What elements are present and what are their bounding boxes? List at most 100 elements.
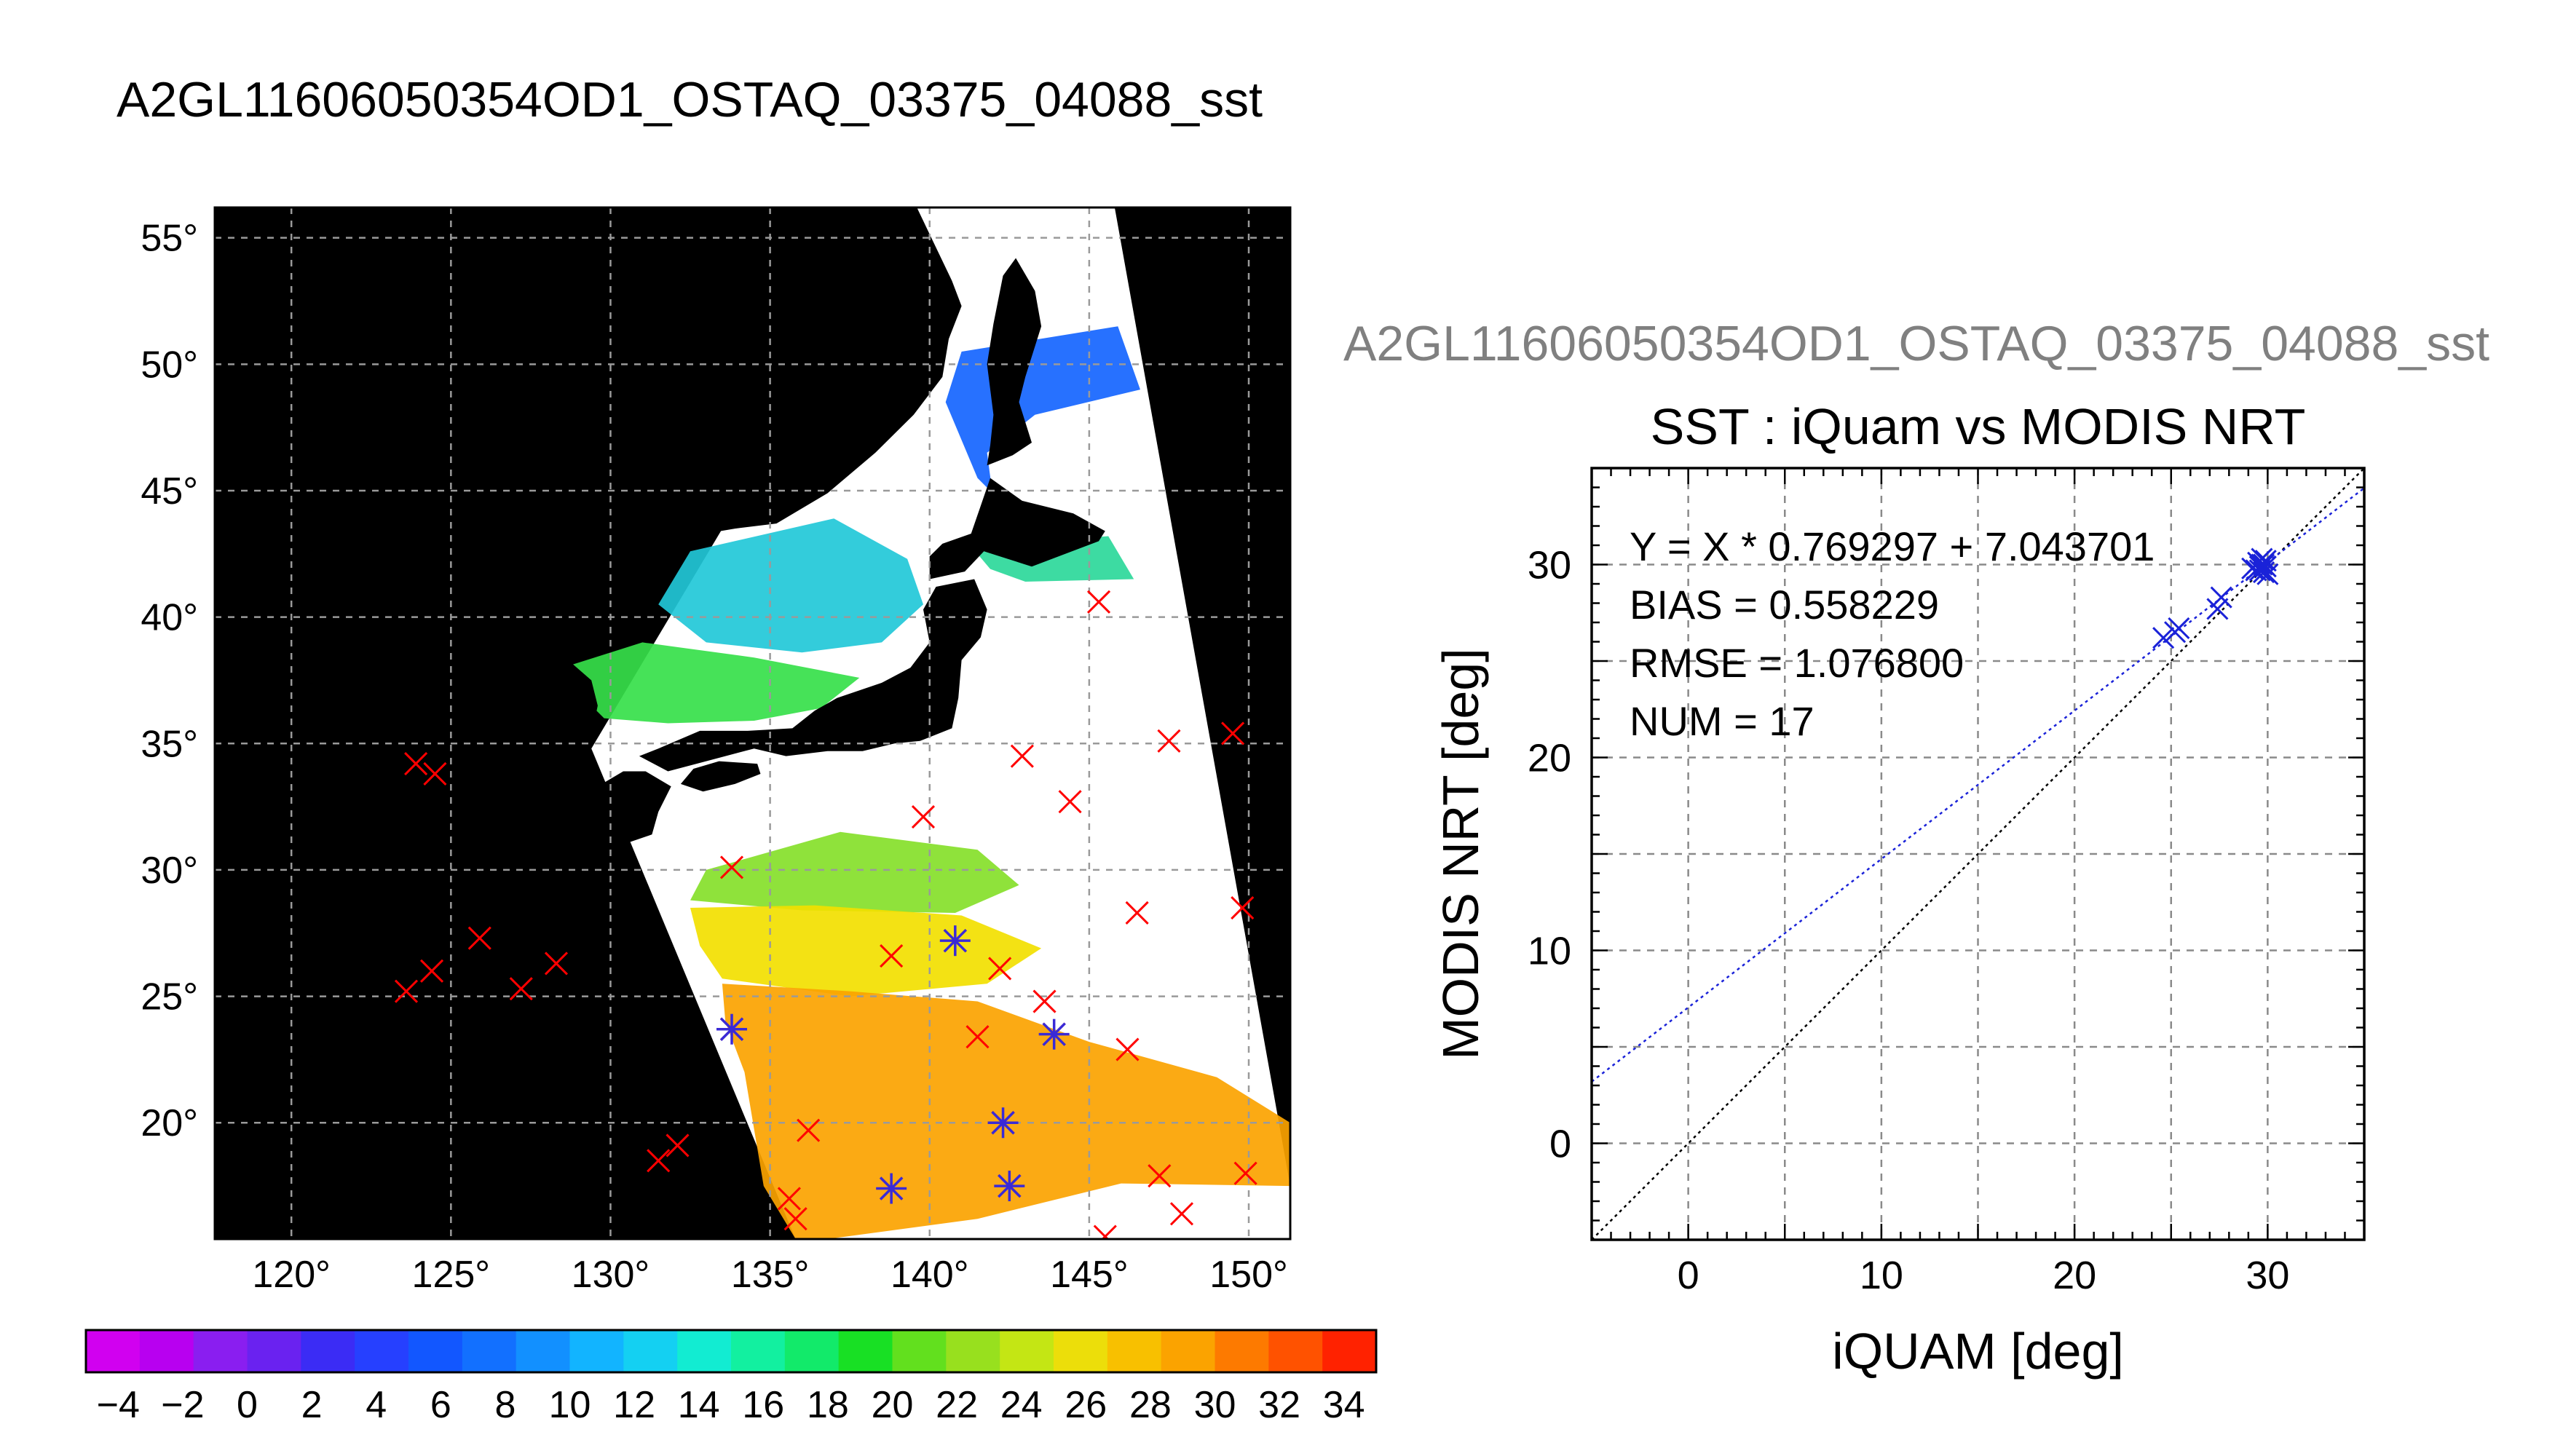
scatter-point xyxy=(2210,586,2232,609)
scatter-point-stroke-b xyxy=(2206,598,2229,620)
iquam-point-marker xyxy=(394,979,419,1003)
colorbar-tick-label: 2 xyxy=(301,1384,323,1426)
colorbar-segment xyxy=(462,1330,517,1372)
land-shikoku xyxy=(680,761,761,792)
map-lat-tick-label: 45° xyxy=(141,470,198,513)
scatter-point xyxy=(2251,553,2273,576)
iquam-point-marker xyxy=(783,1207,807,1231)
y-tick-label: 30 xyxy=(1528,544,1571,587)
iquam-point-marker xyxy=(1148,1164,1172,1188)
matched-marker-cross xyxy=(998,1174,1022,1198)
colorbar-tick-label: 10 xyxy=(549,1384,591,1426)
colorbar-tick-label: 26 xyxy=(1065,1384,1107,1426)
map-lon-tick-label: 145° xyxy=(1050,1254,1129,1296)
colorbar-segment xyxy=(355,1330,409,1372)
stats-annotation: NUM = 17 xyxy=(1630,698,1814,744)
colorbar-segment xyxy=(892,1330,947,1372)
iquam-point-marker xyxy=(419,959,444,983)
map-lon-tick-label: 120° xyxy=(252,1254,331,1296)
scatter-point xyxy=(2254,555,2277,578)
main-title: A2GL11606050354OD1_OSTAQ_03375_04088_sst xyxy=(117,72,1263,127)
plot-frame xyxy=(1590,467,2366,1241)
iquam-point-marker-stroke-b xyxy=(777,1187,801,1211)
colorbar-tick-label: 30 xyxy=(1194,1384,1236,1426)
scatter-point xyxy=(2168,617,2190,640)
iquam-point-marker xyxy=(1086,590,1111,614)
land-kyushu xyxy=(597,771,671,842)
sst-band-japan-sea-north xyxy=(658,518,923,653)
iquam-point-marker-stroke-b xyxy=(419,959,444,983)
colorbar-segment xyxy=(1000,1330,1054,1372)
colorbar-segment xyxy=(677,1330,732,1372)
iquam-point-marker-stroke-b xyxy=(965,1025,990,1049)
iquam-point-marker xyxy=(467,926,491,950)
iquam-point-marker xyxy=(1010,744,1034,768)
colorbar-segment xyxy=(1107,1330,1162,1372)
matched-point-marker xyxy=(939,925,971,957)
matched-marker-cross xyxy=(991,1111,1015,1135)
matched-marker-cross-stroke-b xyxy=(1042,1022,1066,1046)
scatter-point-stroke-b xyxy=(2168,617,2190,640)
iquam-point-marker-stroke-b xyxy=(1221,721,1245,745)
map-lat-tick-label: 25° xyxy=(141,976,198,1018)
one-to-one-line xyxy=(1592,468,2364,1240)
colorbar-frame xyxy=(84,1329,1378,1374)
sst-band-japan-sea-south xyxy=(562,642,860,724)
map-lat-tick-label: 20° xyxy=(141,1102,198,1144)
colorbar-segment xyxy=(1322,1330,1377,1372)
colorbar-segment xyxy=(784,1330,840,1372)
colorbar-tick-label: 18 xyxy=(807,1384,849,1426)
map-frame xyxy=(213,206,1292,1241)
colorbar-segment xyxy=(569,1330,624,1372)
matched-marker-cross-stroke-b xyxy=(998,1174,1022,1198)
iquam-point-marker-stroke-b xyxy=(544,951,569,976)
colorbar-segment xyxy=(139,1330,194,1372)
colorbar-tick-label: 24 xyxy=(1000,1384,1043,1426)
colorbar-segment xyxy=(1054,1330,1108,1372)
map-content xyxy=(215,207,1290,1239)
colorbar-segment xyxy=(301,1330,355,1372)
scatter-point xyxy=(2152,627,2175,649)
iquam-point-marker xyxy=(719,855,744,879)
x-axis-label: iQUAM [deg] xyxy=(1832,1323,2124,1380)
map-lat-tick-label: 50° xyxy=(141,344,198,386)
scatter-plot-panel: 0 10 20 30 0 10 20 30 SST : iQuam vs MODIS NRT iQ… xyxy=(1432,398,2366,1380)
colorbar-tick-label: 6 xyxy=(430,1384,451,1426)
iquam-point-marker xyxy=(1093,1224,1117,1239)
iquam-point-marker xyxy=(965,1025,990,1049)
iquam-point-marker-stroke-b xyxy=(719,855,744,879)
matched-point-marker xyxy=(994,1171,1025,1202)
iquam-point-marker-stroke-b xyxy=(1125,901,1149,925)
iquam-point-marker-stroke-b xyxy=(783,1207,807,1231)
sst-colorbar: −4 −2 0 2 4 6 8 10 12 14 16 18 20 22 24 26 28 30 32 34 xyxy=(84,1329,1378,1426)
iquam-point-marker-stroke-b xyxy=(1169,1202,1194,1226)
iquam-point-marker-stroke-b xyxy=(1115,1037,1140,1061)
right-panel-title: A2GL11606050354OD1_OSTAQ_03375_04088_sst xyxy=(1343,316,2489,371)
map-lat-tick-label: 55° xyxy=(141,218,198,260)
colorbar-segment xyxy=(946,1330,1000,1372)
iquam-point-marker-stroke-b xyxy=(394,979,419,1003)
iquam-point-marker-stroke-b xyxy=(423,761,447,786)
scatter-point-stroke-b xyxy=(2256,563,2279,585)
iquam-point-marker-stroke-b xyxy=(1058,790,1082,814)
colorbar-tick-label: 8 xyxy=(494,1384,516,1426)
map-lon-tick-label: 135° xyxy=(731,1254,810,1296)
map-lat-tick-label: 30° xyxy=(141,850,198,892)
matched-marker-cross-stroke-b xyxy=(991,1111,1015,1135)
matched-point-marker xyxy=(1038,1018,1070,1050)
iquam-point-marker xyxy=(1169,1202,1194,1226)
map-lon-tick-label: 140° xyxy=(891,1254,969,1296)
regression-line xyxy=(1592,487,2364,1083)
colorbar-tick-label: 34 xyxy=(1323,1384,1365,1426)
colorbar-segment xyxy=(408,1330,463,1372)
y-tick-label: 0 xyxy=(1549,1123,1571,1166)
iquam-point-marker-stroke-b xyxy=(1086,590,1111,614)
colorbar-segment xyxy=(516,1330,571,1372)
sst-map-panel: 120° 125° 130° 135° 140° 145° 150° 20° 25° 30° 35°… xyxy=(141,206,1292,1296)
matched-point-marker xyxy=(987,1107,1019,1139)
y-tick-label: 10 xyxy=(1528,930,1571,973)
x-tick-label: 20 xyxy=(2053,1254,2096,1297)
iquam-point-marker xyxy=(911,804,936,829)
iquam-point-marker xyxy=(1058,790,1082,814)
